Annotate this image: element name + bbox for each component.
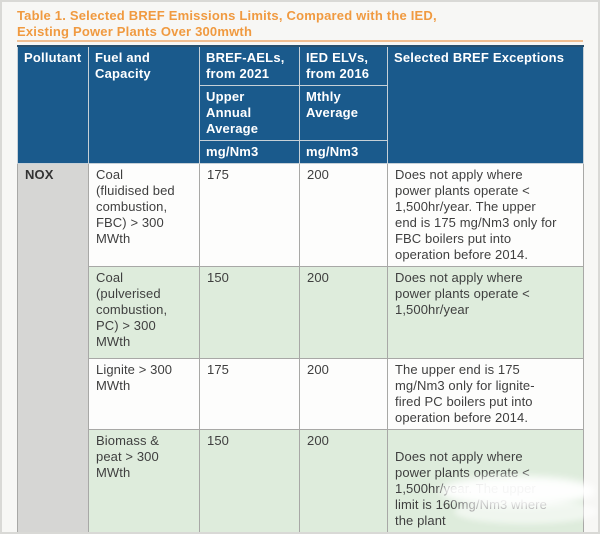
exceptions-text: Does not apply where power plants operat… [395,449,547,528]
bref-value-cell: 150 [199,266,300,359]
col-header-ied-average: Mthly Average [299,85,388,141]
emissions-limits-table: Pollutant Fuel and Capacity BREF-AELs, f… [17,45,584,532]
table-row-biomass-peat: Biomass & peat > 300 MWth 150 200 Does n… [18,429,584,532]
col-header-ied-unit: mg/Nm3 [299,140,388,164]
bref-value-cell: 175 [199,358,300,430]
col-header-bref-title: BREF-AELs, from 2021 [199,45,300,86]
col-header-bref-average: Upper Annual Average [199,85,300,141]
ied-value-cell: 200 [299,429,388,532]
exceptions-cell: Does not apply where power plants operat… [387,163,584,267]
table-row-coal-fbc: NOX Coal (fluidised bed combustion, FBC)… [17,163,584,532]
bref-value-cell: 150 [199,429,300,532]
table-row-coal-pc: Coal (pulverised combustion, PC) > 300 M… [18,266,584,359]
fuel-cell: Lignite > 300 MWth [88,358,200,430]
col-header-bref-unit: mg/Nm3 [199,140,300,164]
table-body: NOX Coal (fluidised bed combustion, FBC)… [17,163,584,532]
exceptions-cell: Does not apply where power plants operat… [387,429,584,532]
ied-value-cell: 200 [299,358,388,430]
ied-value-cell: 200 [299,163,388,267]
title-underline [17,40,583,42]
col-header-exceptions: Selected BREF Exceptions [387,45,584,164]
table-row-lignite: Lignite > 300 MWth 175 200 The upper end… [18,358,584,430]
table-title-line1: Table 1. Selected BREF Emissions Limits,… [17,8,437,23]
header-row-averages: Upper Annual Average Mthly Average [18,85,584,141]
ied-value-cell: 200 [299,266,388,359]
table-title: Table 1. Selected BREF Emissions Limits,… [17,8,577,40]
table-title-line2: Existing Power Plants Over 300mwth [17,24,253,39]
pollutant-cell-nox: NOX [17,163,89,532]
col-header-ied-title: IED ELVs, from 2016 [299,45,388,86]
col-header-pollutant: Pollutant [17,45,89,164]
exceptions-cell: Does not apply where power plants operat… [387,266,584,359]
bref-value-cell: 175 [199,163,300,267]
fuel-cell: Biomass & peat > 300 MWth [88,429,200,532]
fuel-cell: Coal (pulverised combustion, PC) > 300 M… [88,266,200,359]
fuel-cell: Coal (fluidised bed combustion, FBC) > 3… [88,163,200,267]
header-row-units: mg/Nm3 mg/Nm3 [18,140,584,164]
exceptions-cell: The upper end is 175 mg/Nm3 only for lig… [387,358,584,430]
col-header-fuel-capacity: Fuel and Capacity [88,45,200,164]
table-header: Pollutant Fuel and Capacity BREF-AELs, f… [17,45,584,164]
header-row-titles: Pollutant Fuel and Capacity BREF-AELs, f… [17,45,584,164]
